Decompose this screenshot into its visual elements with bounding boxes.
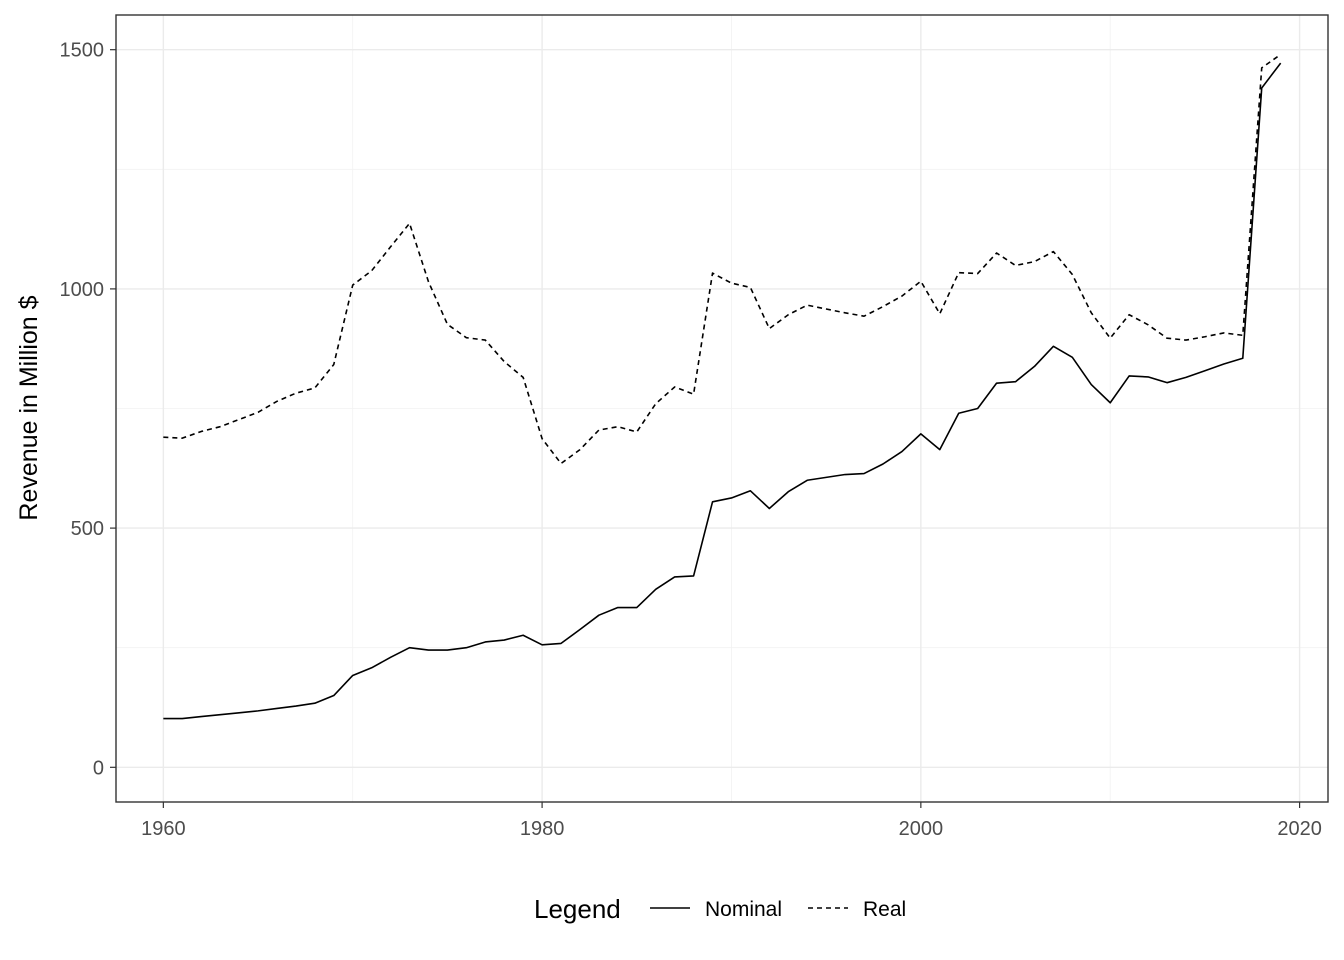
minor-gridlines bbox=[116, 15, 1328, 802]
x-tick-label: 2000 bbox=[899, 818, 944, 840]
axis-ticks bbox=[110, 49, 1301, 808]
y-tick-label: 1500 bbox=[60, 40, 105, 62]
legend-label-nominal: Nominal bbox=[705, 898, 782, 921]
legend-title: Legend bbox=[534, 894, 621, 924]
y-tick-label: 1000 bbox=[60, 279, 105, 301]
series-line-nominal bbox=[163, 62, 1282, 720]
series-layer bbox=[163, 53, 1282, 720]
legend-label-real: Real bbox=[863, 898, 906, 921]
axis-tick-labels: 1960 1980 2000 2020 0 500 1000 1500 bbox=[60, 40, 1322, 840]
y-tick-label: 0 bbox=[93, 757, 104, 779]
x-tick-label: 1980 bbox=[520, 818, 565, 840]
legend: Legend Nominal Real bbox=[534, 894, 906, 924]
series-line-real bbox=[163, 53, 1282, 465]
y-axis-title: Revenue in Million $ bbox=[15, 295, 43, 520]
y-tick-label: 500 bbox=[71, 518, 104, 540]
x-tick-label: 1960 bbox=[141, 818, 186, 840]
x-tick-label: 2020 bbox=[1277, 818, 1322, 840]
panel-border bbox=[115, 14, 1329, 803]
major-gridlines bbox=[116, 15, 1328, 802]
